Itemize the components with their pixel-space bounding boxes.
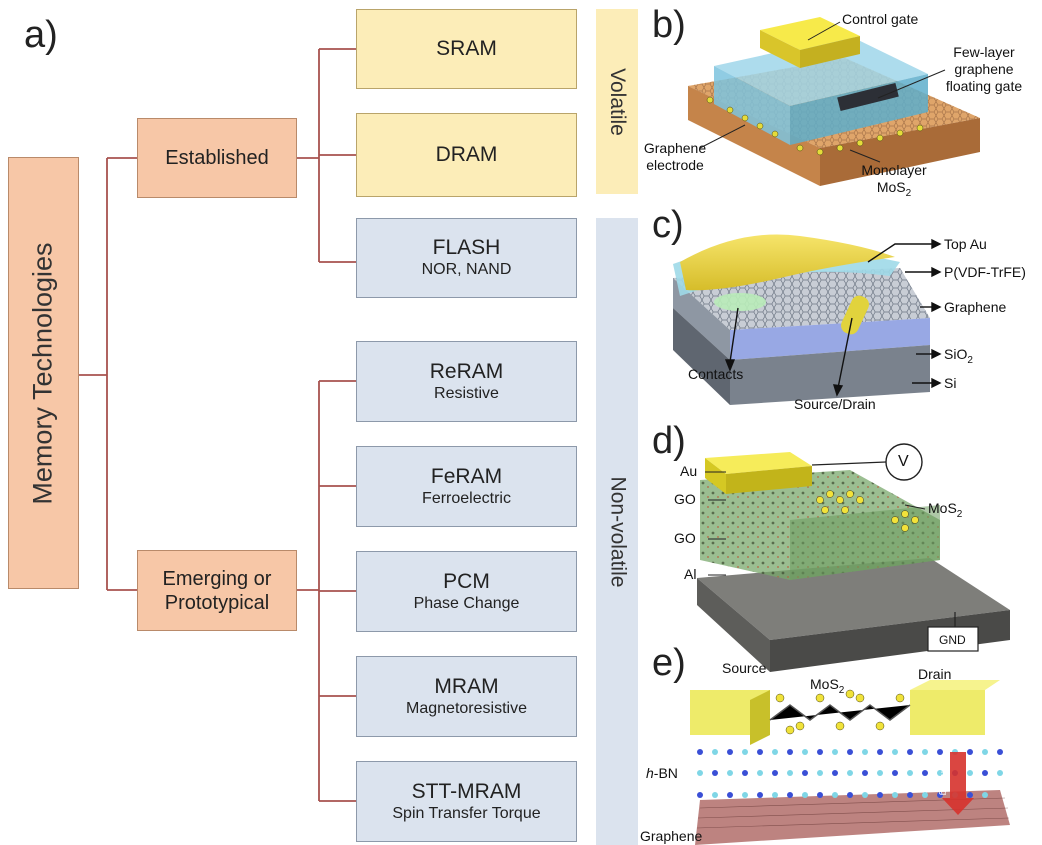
b-substrate-front (688, 86, 820, 186)
d-label-go-2: GO (674, 530, 696, 546)
category-emerging-line-1: Emerging or (162, 567, 272, 590)
memory-sram: SRAM (356, 9, 577, 89)
memory-pcm: PCM Phase Change (356, 551, 577, 632)
c-source-drain (841, 295, 869, 335)
memory-mram: MRAM Magnetoresistive (356, 656, 577, 737)
band-non-volatile: Non-volatile (596, 218, 638, 845)
memory-name: DRAM (435, 143, 498, 166)
c-label-contacts: Contacts (688, 366, 744, 382)
memory-reram: ReRAM Resistive (356, 341, 577, 422)
memory-feram: FeRAM Ferroelectric (356, 446, 577, 527)
e-tunneling-arrow (942, 752, 974, 815)
memory-dram: DRAM (356, 113, 577, 197)
b-label-control-gate: Control gate (842, 11, 919, 27)
d-label-gnd: GND (939, 633, 966, 647)
panel-label-a: a) (24, 14, 58, 56)
e-mos2-text: MoS (810, 676, 839, 692)
d-gnd-box (927, 626, 979, 652)
category-established-label: Established (165, 147, 269, 169)
c-label-si: Si (944, 375, 957, 391)
memory-subtitle: Resistive (434, 384, 499, 402)
memory-name: PCM (443, 569, 490, 593)
d-mos2-atoms (816, 490, 919, 532)
d-al-top (697, 558, 1010, 640)
d-label-v: V (898, 453, 909, 470)
c-sio2 (730, 318, 930, 360)
memory-flash: FLASH NOR, NAND (356, 218, 577, 298)
memory-subtitle: Phase Change (413, 594, 520, 612)
b-monolayer-line-1: Monolayer (861, 162, 927, 178)
memory-subtitle: Magnetoresistive (406, 699, 527, 717)
b-substrate-side (820, 118, 980, 186)
e-label-tunneling: Tunneling (939, 756, 949, 796)
e-drain (910, 690, 985, 735)
d-au-top (705, 452, 812, 474)
b-label-electrode: Graphene electrode (638, 140, 712, 174)
b-label-monolayer: Monolayer MoS2 (854, 162, 934, 202)
e-label-graphene: Graphene (640, 828, 703, 844)
category-emerging: Emerging or Prototypical (137, 550, 297, 631)
c-label-top-au: Top Au (944, 236, 987, 252)
root-memory-technologies: Memory Technologies (8, 157, 79, 589)
d-label-mos2: MoS2 (928, 500, 962, 523)
band-volatile: Volatile (596, 9, 638, 194)
category-established: Established (137, 118, 297, 198)
memory-stt-mram: STT-MRAM Spin Transfer Torque (356, 761, 577, 842)
c-sio2-text: SiO (944, 346, 968, 362)
e-hbn-text: -BN (653, 765, 678, 781)
c-label-sio2: SiO2 (944, 346, 973, 369)
memory-name: MRAM (434, 674, 499, 698)
b-floating-gate (837, 82, 899, 112)
memory-subtitle: Ferroelectric (422, 489, 511, 507)
e-mos2-sub: 2 (838, 684, 845, 696)
memory-name: STT-MRAM (411, 779, 522, 803)
memory-name: FLASH (432, 236, 501, 259)
b-floating-line-2: graphene (954, 61, 1014, 77)
memory-subtitle: Spin Transfer Torque (392, 804, 541, 822)
b-mos2-sub: 2 (905, 187, 912, 199)
c-label-pvdf: P(VDF-TrFE) (944, 264, 1026, 280)
c-si (730, 345, 930, 405)
b-monolayer-line-2: MoS2 (854, 179, 934, 202)
d-label-au: Au (680, 463, 698, 479)
connector-established-branches (319, 48, 356, 263)
category-emerging-line-2: Prototypical (164, 591, 270, 614)
panel-label-c: c) (652, 204, 684, 246)
d-label-al: Al (684, 566, 697, 582)
d-mos2-sub: 2 (956, 508, 963, 520)
d-label-go-1: GO (674, 491, 696, 507)
panel-label-e: e) (652, 642, 686, 684)
b-mos2-text: MoS (876, 179, 906, 195)
b-electrode-line-2: electrode (646, 157, 704, 173)
panel-label-b: b) (652, 4, 686, 46)
c-top-au (680, 234, 895, 291)
e-label-hbn: h-BN (646, 765, 678, 782)
b-mos2-atoms (706, 96, 924, 156)
panel-label-d: d) (652, 420, 686, 462)
c-label-source-drain: Source/Drain (794, 396, 876, 412)
e-hbn-italic: h (646, 765, 654, 781)
memory-name: FeRAM (430, 464, 503, 488)
b-floating-line-1: Few-layer (953, 44, 1015, 60)
c-label-graphene: Graphene (944, 299, 1007, 315)
c-contact (714, 293, 766, 311)
b-label-floating-gate: Few-layer graphene floating gate (938, 44, 1030, 95)
memory-name: ReRAM (429, 359, 504, 383)
connector-emerging-branches (319, 380, 356, 802)
c-sio2-sub: 2 (967, 354, 973, 366)
memory-name: SRAM (436, 37, 497, 60)
e-label-drain: Drain (918, 666, 952, 682)
b-oxide-top (714, 36, 928, 106)
b-electrode-line-1: Graphene (643, 140, 707, 156)
e-label-source: Source (722, 660, 767, 676)
e-label-mos2: MoS2 (810, 676, 844, 699)
memory-subtitle: NOR, NAND (421, 261, 512, 278)
e-mos2-chain (769, 689, 911, 735)
e-graphene (695, 790, 1010, 845)
b-floating-line-3: floating gate (945, 78, 1023, 94)
d-mos2-text: MoS (928, 500, 957, 516)
